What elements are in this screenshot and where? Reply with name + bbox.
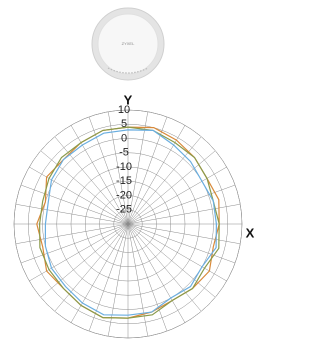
product-image: ZYXEL	[92, 8, 164, 80]
r-tick-label: -5	[119, 147, 129, 159]
x-axis-label: X	[246, 225, 255, 240]
r-tick-label: -20	[116, 189, 132, 201]
r-tick-label: -25	[116, 204, 132, 216]
r-tick-label: 5	[121, 118, 127, 130]
product-label: ZYXEL	[122, 41, 135, 46]
r-tick-label: -10	[116, 161, 132, 173]
r-tick-label: -15	[116, 175, 132, 187]
y-axis-label: Y	[124, 92, 133, 107]
r-tick-label: 0	[121, 132, 127, 144]
